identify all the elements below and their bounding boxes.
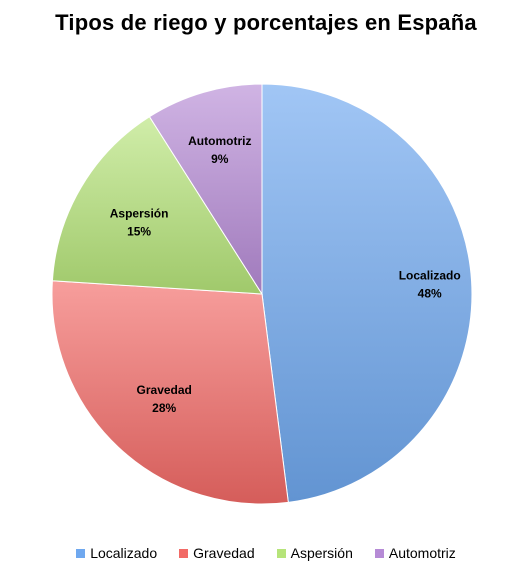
legend-swatch-gravedad: [179, 548, 189, 558]
slice-value-label: 48%: [418, 287, 442, 301]
legend-item-automotriz: Automotriz: [374, 545, 456, 561]
pie-slice-gravedad: [51, 280, 289, 505]
slice-category-label: Automotriz: [188, 134, 251, 148]
legend-label: Aspersión: [290, 545, 353, 561]
chart-title: Tipos de riego y porcentajes en España: [55, 10, 477, 35]
slice-label-localizado: Localizado 48%: [399, 269, 461, 301]
slice-category-label: Gravedad: [137, 383, 192, 397]
slice-label-automotriz: Automotriz 9%: [188, 134, 251, 166]
legend: Localizado Gravedad Aspersión Automotriz: [0, 542, 532, 564]
slice-category-label: Localizado: [399, 269, 461, 283]
pie-slice-localizado: [261, 83, 473, 503]
legend-swatch-aspersion: [276, 548, 286, 558]
slice-value-label: 15%: [127, 224, 151, 238]
slice-label-aspersion: Aspersión 15%: [110, 206, 169, 238]
slice-label-gravedad: Gravedad 28%: [137, 383, 192, 415]
legend-item-aspersion: Aspersión: [276, 545, 353, 561]
legend-label: Gravedad: [193, 545, 255, 561]
legend-swatch-localizado: [76, 548, 86, 558]
slice-value-label: 28%: [152, 401, 176, 415]
legend-item-localizado: Localizado: [76, 545, 157, 561]
slice-value-label: 9%: [211, 152, 229, 166]
slice-category-label: Aspersión: [110, 206, 169, 220]
pie-slice-aspersion: [51, 115, 263, 295]
legend-swatch-automotriz: [374, 548, 384, 558]
legend-item-gravedad: Gravedad: [179, 545, 255, 561]
legend-label: Automotriz: [388, 545, 456, 561]
legend-label: Localizado: [90, 545, 158, 561]
pie-slice-automotriz: [148, 83, 263, 296]
